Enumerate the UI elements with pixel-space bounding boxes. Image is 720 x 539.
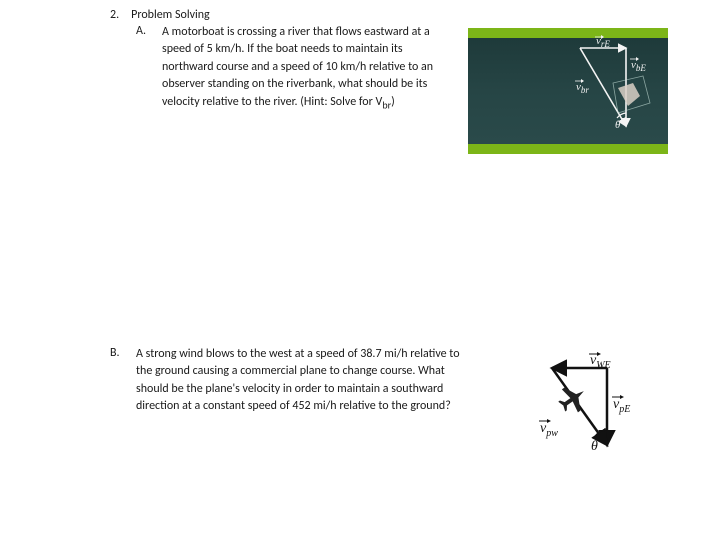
- label-theta-b: θ: [591, 439, 598, 454]
- plane-icon: [554, 380, 592, 418]
- problem-number: 2.: [110, 8, 119, 22]
- problem-title: Problem Solving: [131, 8, 210, 22]
- problem-b-letter: B.: [110, 346, 124, 464]
- problem-b: B. A strong wind blows to the west at a …: [110, 346, 720, 464]
- boat-vectors-svg: vrE vbE vbr: [468, 28, 668, 154]
- label-vbr: vbr: [576, 81, 589, 95]
- label-vbE: vbE: [631, 59, 646, 73]
- problem-a-letter: A.: [136, 24, 150, 154]
- problem-a: A. A motorboat is crossing a river that …: [136, 24, 720, 154]
- label-vpw: vpw: [540, 421, 558, 439]
- problem-a-text: A motorboat is crossing a river that flo…: [162, 24, 452, 112]
- boat-diagram: vrE vbE vbr: [468, 28, 668, 154]
- problem-heading: 2. Problem Solving: [110, 8, 720, 22]
- label-vpe: vpE: [613, 397, 630, 415]
- problem-b-text: A strong wind blows to the west at a spe…: [136, 346, 466, 416]
- label-theta-a: θ: [615, 119, 621, 131]
- plane-diagram: vWE vpE vpw: [512, 350, 642, 460]
